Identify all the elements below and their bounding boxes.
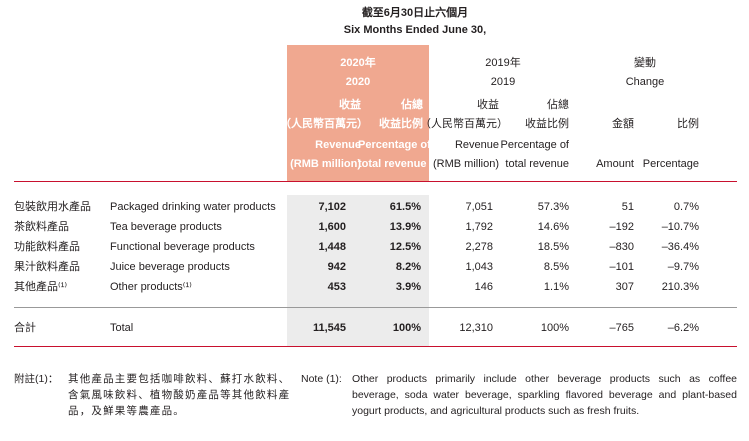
year-2019-label-zh: 2019年 [485, 57, 521, 69]
pct2020-value: 8.2% [395, 261, 421, 273]
pct2019-label-zh2: 收益比例 [525, 118, 569, 130]
amount-value: 51 [621, 201, 634, 213]
amount-value: –192 [609, 221, 634, 233]
amount-value: –830 [609, 241, 634, 253]
row-label-zh: 包裝飲用水產品 [14, 201, 91, 213]
note-label-en: Note (1): [301, 373, 342, 385]
pct2019-label-en: Percentage of [500, 139, 570, 151]
year-2020-label-zh: 2020年 [340, 57, 376, 69]
pct2020-value: 12.5% [389, 241, 421, 253]
pct2020-label-en2: total revenue [358, 158, 427, 170]
total-pct-change: –6.2% [667, 322, 699, 334]
amount-label-en: Amount [596, 158, 634, 170]
rev2019-value: 7,051 [465, 201, 493, 213]
rev2019-value: 1,792 [465, 221, 493, 233]
note-text-zh: 其他產品主要包括咖啡飲料、蘇打水飲料、含氣風味飲料、植物酸奶產品等其他飲料產品，… [68, 373, 291, 417]
rev2020-unit-zh: （人民幣百萬元） [280, 118, 368, 130]
row-label-zh: 功能飲料產品 [14, 241, 80, 253]
year-2020-label: 2020 [345, 76, 371, 88]
row-label-zh: 茶飲料產品 [14, 221, 69, 233]
note-text-en: Other products primarily include other b… [352, 373, 737, 417]
rev2019-label-en: Revenue [454, 139, 499, 151]
row-label-en: Packaged drinking water products [110, 201, 276, 213]
pct-change-value: 0.7% [673, 201, 699, 213]
total-rule-top [14, 307, 737, 308]
pct2019-value: 14.6% [537, 221, 569, 233]
row-label-zh: 其他產品⁽¹⁾ [14, 281, 68, 293]
change-label-en: Change [625, 76, 665, 88]
total-rev2019: 12,310 [459, 322, 493, 334]
total-label-en: Total [110, 322, 134, 334]
rev2019-value: 1,043 [465, 261, 493, 273]
rev2019-unit-en: (RMB million) [433, 158, 499, 170]
pct2019-label-zh: 佔總 [547, 99, 569, 111]
pct-change-value: –9.7% [667, 261, 699, 273]
pct2020-label-en: Percentage of [358, 139, 431, 151]
total-rev2020: 11,545 [312, 322, 346, 334]
period-title-zh: 截至6月30日止六個月 [361, 7, 469, 19]
pct-change-value: 210.3% [661, 281, 699, 293]
table-bottom-rule [14, 346, 737, 347]
row-label-en: Tea beverage products [110, 221, 222, 233]
year-2020-header-highlight [287, 45, 429, 182]
pct2020-label-zh: 佔總 [401, 99, 423, 111]
pct2020-value: 3.9% [395, 281, 421, 293]
pct2020-value: 61.5% [389, 201, 421, 213]
rev2020-value: 453 [327, 281, 346, 293]
rev2020-value: 1,600 [318, 221, 346, 233]
pct2020-value: 13.9% [389, 221, 421, 233]
pct2019-label-en2: total revenue [505, 158, 569, 170]
rev2020-label-zh: 收益 [339, 99, 361, 111]
year-2019-label: 2019 [490, 76, 516, 88]
row-label-zh: 果汁飲料產品 [14, 261, 80, 273]
rev2020-unit-en: (RMB million) [290, 158, 361, 170]
pct2019-value: 57.3% [537, 201, 569, 213]
year-2020-column-shade [287, 195, 429, 347]
rev2019-value: 2,278 [465, 241, 493, 253]
pct2020-label-zh2: 收益比例 [379, 118, 423, 130]
pct2019-value: 18.5% [537, 241, 569, 253]
total-amount: –765 [609, 322, 634, 334]
row-label-en: Juice beverage products [110, 261, 230, 273]
rev2020-label-en: Revenue [315, 139, 361, 151]
amount-value: –101 [609, 261, 634, 273]
note-label-zh: 附註(1)： [14, 373, 59, 385]
pct-change-label-en: Percentage [642, 158, 699, 170]
row-label-en: Functional beverage products [110, 241, 255, 253]
pct-change-label-zh: 比例 [677, 118, 699, 130]
amount-value: 307 [615, 281, 634, 293]
period-title-en: Six Months Ended June 30, [343, 24, 487, 36]
pct2019-value: 1.1% [543, 281, 569, 293]
rev2020-value: 1,448 [318, 241, 346, 253]
rev2020-value: 942 [327, 261, 346, 273]
amount-label-zh: 金額 [612, 118, 634, 130]
rev2019-value: 146 [474, 281, 493, 293]
total-pct2019: 100% [540, 322, 569, 334]
rev2019-label-zh: 收益 [477, 99, 499, 111]
row-label-en: Other products⁽¹⁾ [110, 281, 192, 293]
pct-change-value: –36.4% [661, 241, 699, 253]
pct2019-value: 8.5% [543, 261, 569, 273]
pct-change-value: –10.7% [661, 221, 699, 233]
total-pct2020: 100% [392, 322, 421, 334]
rev2019-unit-zh: （人民幣百萬元） [420, 118, 508, 130]
change-label-zh: 變動 [634, 57, 656, 69]
header-rule [14, 181, 737, 182]
total-label-zh: 合計 [14, 322, 36, 334]
rev2020-value: 7,102 [318, 201, 346, 213]
